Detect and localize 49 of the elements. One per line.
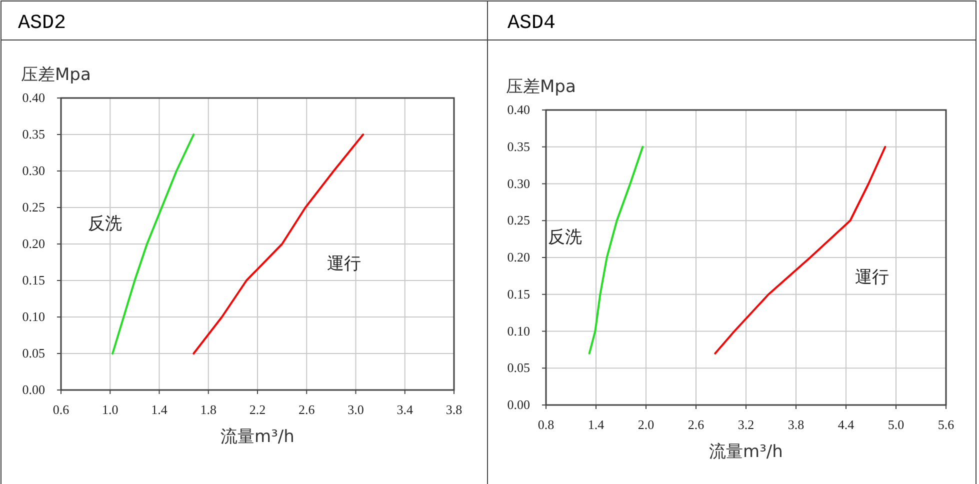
x-tick-label: 0.8 (538, 417, 554, 432)
x-tick-label: 2.6 (688, 417, 705, 432)
x-tick-label: 1.8 (200, 402, 216, 417)
y-tick-label: 0.10 (507, 323, 530, 338)
series-label: 反洗 (548, 228, 582, 248)
y-tick-label: 0.00 (507, 397, 530, 412)
y-tick-label: 0.20 (22, 236, 45, 251)
x-tick-label: 2.6 (298, 402, 316, 417)
x-tick-label: 3.8 (788, 417, 804, 432)
line-series (714, 146, 886, 354)
y-tick-label: 0.25 (22, 200, 45, 214)
x-tick-label: 5.0 (888, 417, 904, 432)
y-tick-label: 0.05 (22, 346, 45, 360)
y-tick-label: 0.00 (22, 382, 45, 397)
y-tick-label: 0.05 (507, 360, 530, 376)
text: 運行 (855, 268, 890, 288)
x-tick-label: 1.4 (151, 402, 168, 417)
x-tick-label: 2.2 (249, 402, 266, 417)
line-series (588, 146, 644, 354)
y-tick-label: 0.35 (507, 138, 530, 154)
x-tick-label: 2.0 (638, 417, 654, 432)
y-axis-title: 压差Mpa (21, 65, 91, 85)
y-tick-label: 0.40 (507, 102, 530, 117)
chart-title: ASD2 (18, 12, 66, 35)
text: 運行 (327, 254, 362, 274)
y-tick-label: 0.30 (22, 163, 45, 178)
y-tick-label: 0.25 (507, 212, 530, 228)
y-tick-label: 0.30 (507, 176, 530, 191)
x-tick-label: 3.4 (396, 402, 414, 417)
x-tick-label: 1.0 (102, 402, 118, 417)
y-tick-label: 0.35 (22, 126, 45, 142)
y-tick-label: 0.40 (22, 90, 45, 105)
y-tick-label: 0.15 (22, 272, 45, 288)
x-tick-label: 5.6 (938, 417, 955, 432)
y-tick-label: 0.10 (22, 309, 45, 324)
x-tick-label: 3.2 (738, 417, 754, 432)
x-axis-title: 流量m³/h (220, 427, 294, 447)
line-series (192, 134, 364, 354)
y-tick-label: 0.20 (507, 250, 530, 264)
series-label: 反洗 (88, 214, 122, 234)
x-tick-label: 0.6 (52, 402, 70, 417)
x-tick-label: 4.4 (838, 417, 855, 432)
y-axis-title: 压差Mpa (506, 77, 576, 97)
x-axis-title: 流量m³/h (709, 442, 783, 462)
x-tick-label: 3.0 (348, 402, 364, 417)
x-tick-label: 1.4 (588, 417, 605, 432)
chart-title: ASD4 (508, 12, 556, 35)
y-tick-label: 0.15 (507, 286, 530, 302)
x-tick-label: 3.8 (446, 402, 462, 417)
